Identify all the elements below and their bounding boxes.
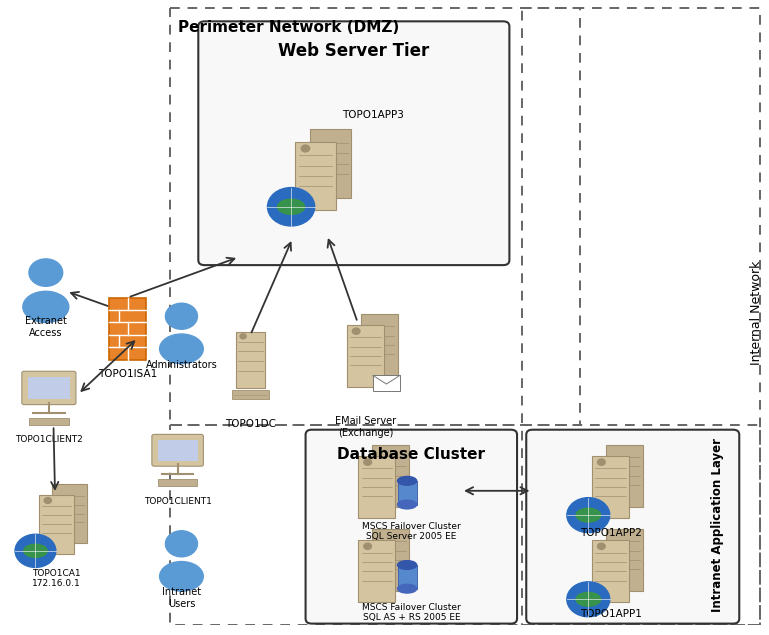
Text: EMail Server
(Exchange): EMail Server (Exchange): [335, 416, 396, 438]
Ellipse shape: [23, 291, 68, 323]
Circle shape: [567, 582, 610, 617]
FancyBboxPatch shape: [358, 456, 395, 518]
FancyBboxPatch shape: [592, 540, 629, 603]
FancyBboxPatch shape: [236, 332, 265, 388]
Circle shape: [364, 459, 371, 465]
Circle shape: [567, 498, 610, 533]
FancyBboxPatch shape: [151, 434, 203, 466]
Ellipse shape: [160, 561, 203, 591]
FancyBboxPatch shape: [373, 375, 400, 391]
Ellipse shape: [278, 199, 305, 214]
Text: TOPO1CLIENT1: TOPO1CLIENT1: [144, 497, 211, 506]
FancyBboxPatch shape: [526, 430, 739, 624]
Text: Internal Network: Internal Network: [750, 261, 763, 365]
FancyBboxPatch shape: [28, 418, 69, 425]
Circle shape: [598, 459, 605, 465]
FancyBboxPatch shape: [347, 325, 384, 387]
FancyBboxPatch shape: [361, 314, 398, 376]
Ellipse shape: [398, 584, 417, 593]
Ellipse shape: [576, 508, 601, 522]
Text: TOPO1CLIENT2: TOPO1CLIENT2: [15, 435, 83, 444]
FancyBboxPatch shape: [311, 130, 351, 198]
Bar: [170, 425, 760, 625]
FancyBboxPatch shape: [592, 456, 629, 518]
FancyBboxPatch shape: [606, 529, 643, 591]
Text: TOPO1CA1
172.16.0.1: TOPO1CA1 172.16.0.1: [32, 569, 81, 588]
Circle shape: [598, 543, 605, 549]
Text: Intranet Application Layer: Intranet Application Layer: [711, 438, 724, 612]
Text: MSCS Failover Cluster
SQL Server 2005 EE: MSCS Failover Cluster SQL Server 2005 EE: [362, 522, 461, 542]
FancyBboxPatch shape: [372, 444, 409, 507]
FancyBboxPatch shape: [232, 391, 269, 399]
Circle shape: [165, 531, 198, 557]
FancyBboxPatch shape: [606, 444, 643, 507]
Ellipse shape: [160, 334, 203, 364]
Circle shape: [301, 145, 310, 152]
Circle shape: [240, 334, 246, 339]
Circle shape: [165, 303, 198, 330]
FancyBboxPatch shape: [398, 481, 417, 505]
FancyBboxPatch shape: [305, 430, 517, 624]
Ellipse shape: [24, 544, 47, 558]
Bar: [170, 8, 580, 425]
Text: TOPO1DC: TOPO1DC: [225, 419, 276, 429]
Text: Intranet
Users: Intranet Users: [162, 587, 201, 609]
Text: TOPO1APP2: TOPO1APP2: [580, 528, 641, 538]
Circle shape: [268, 187, 315, 226]
Text: TOPO1APP3: TOPO1APP3: [342, 110, 404, 121]
Ellipse shape: [398, 476, 417, 485]
FancyBboxPatch shape: [28, 377, 70, 399]
Ellipse shape: [398, 561, 417, 570]
Circle shape: [29, 259, 63, 286]
Text: Database Cluster: Database Cluster: [338, 447, 485, 462]
Bar: [522, 8, 760, 625]
Circle shape: [15, 534, 56, 568]
Circle shape: [44, 498, 52, 504]
FancyBboxPatch shape: [158, 439, 198, 461]
Text: MSCS Failover Cluster
SQL AS + RS 2005 EE: MSCS Failover Cluster SQL AS + RS 2005 E…: [362, 603, 461, 622]
FancyBboxPatch shape: [158, 479, 197, 486]
Circle shape: [352, 328, 360, 334]
Text: TOPO1ISA1: TOPO1ISA1: [98, 369, 158, 379]
FancyBboxPatch shape: [398, 565, 417, 589]
Text: Web Server Tier: Web Server Tier: [278, 42, 429, 60]
Circle shape: [364, 543, 371, 549]
FancyBboxPatch shape: [358, 540, 395, 603]
Text: Extranet
Access: Extranet Access: [25, 316, 67, 338]
FancyBboxPatch shape: [295, 142, 336, 210]
FancyBboxPatch shape: [109, 298, 146, 360]
FancyBboxPatch shape: [198, 22, 509, 265]
Ellipse shape: [576, 592, 601, 606]
Ellipse shape: [398, 500, 417, 509]
Text: Administrators: Administrators: [145, 360, 218, 370]
FancyBboxPatch shape: [39, 495, 74, 554]
Text: Perimeter Network (DMZ): Perimeter Network (DMZ): [178, 20, 399, 35]
FancyBboxPatch shape: [52, 484, 87, 543]
Text: TOPO1APP1: TOPO1APP1: [580, 609, 641, 619]
FancyBboxPatch shape: [372, 529, 409, 591]
FancyBboxPatch shape: [22, 371, 76, 404]
